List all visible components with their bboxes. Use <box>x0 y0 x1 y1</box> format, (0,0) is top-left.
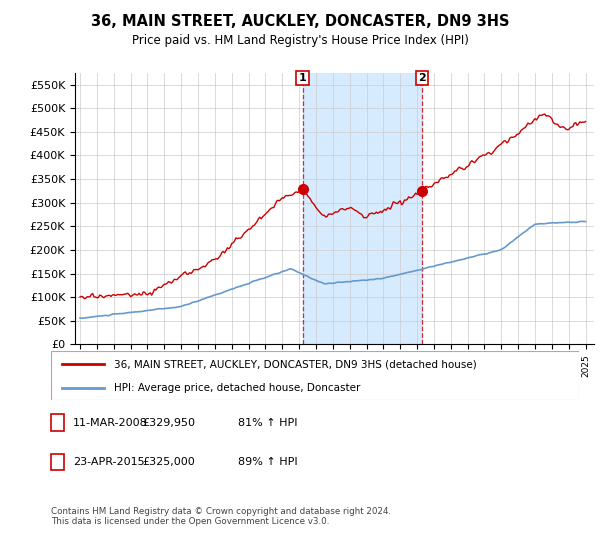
Text: 23-APR-2015: 23-APR-2015 <box>73 457 145 467</box>
Text: 36, MAIN STREET, AUCKLEY, DONCASTER, DN9 3HS (detached house): 36, MAIN STREET, AUCKLEY, DONCASTER, DN9… <box>115 360 477 370</box>
Text: Contains HM Land Registry data © Crown copyright and database right 2024.
This d: Contains HM Land Registry data © Crown c… <box>51 507 391 526</box>
Text: 11-MAR-2008: 11-MAR-2008 <box>73 418 148 428</box>
Text: £325,000: £325,000 <box>142 457 195 467</box>
Text: £329,950: £329,950 <box>142 418 195 428</box>
Text: Price paid vs. HM Land Registry's House Price Index (HPI): Price paid vs. HM Land Registry's House … <box>131 34 469 46</box>
Text: 2: 2 <box>54 457 61 467</box>
FancyBboxPatch shape <box>296 71 309 85</box>
FancyBboxPatch shape <box>416 71 428 85</box>
Text: 89% ↑ HPI: 89% ↑ HPI <box>238 457 298 467</box>
Text: 1: 1 <box>299 73 307 83</box>
Text: 36, MAIN STREET, AUCKLEY, DONCASTER, DN9 3HS: 36, MAIN STREET, AUCKLEY, DONCASTER, DN9… <box>91 14 509 29</box>
Text: HPI: Average price, detached house, Doncaster: HPI: Average price, detached house, Donc… <box>115 383 361 393</box>
Text: 81% ↑ HPI: 81% ↑ HPI <box>238 418 298 428</box>
FancyBboxPatch shape <box>51 351 579 400</box>
Text: 1: 1 <box>54 418 61 428</box>
Bar <box>302 73 422 344</box>
Text: 2: 2 <box>418 73 426 83</box>
